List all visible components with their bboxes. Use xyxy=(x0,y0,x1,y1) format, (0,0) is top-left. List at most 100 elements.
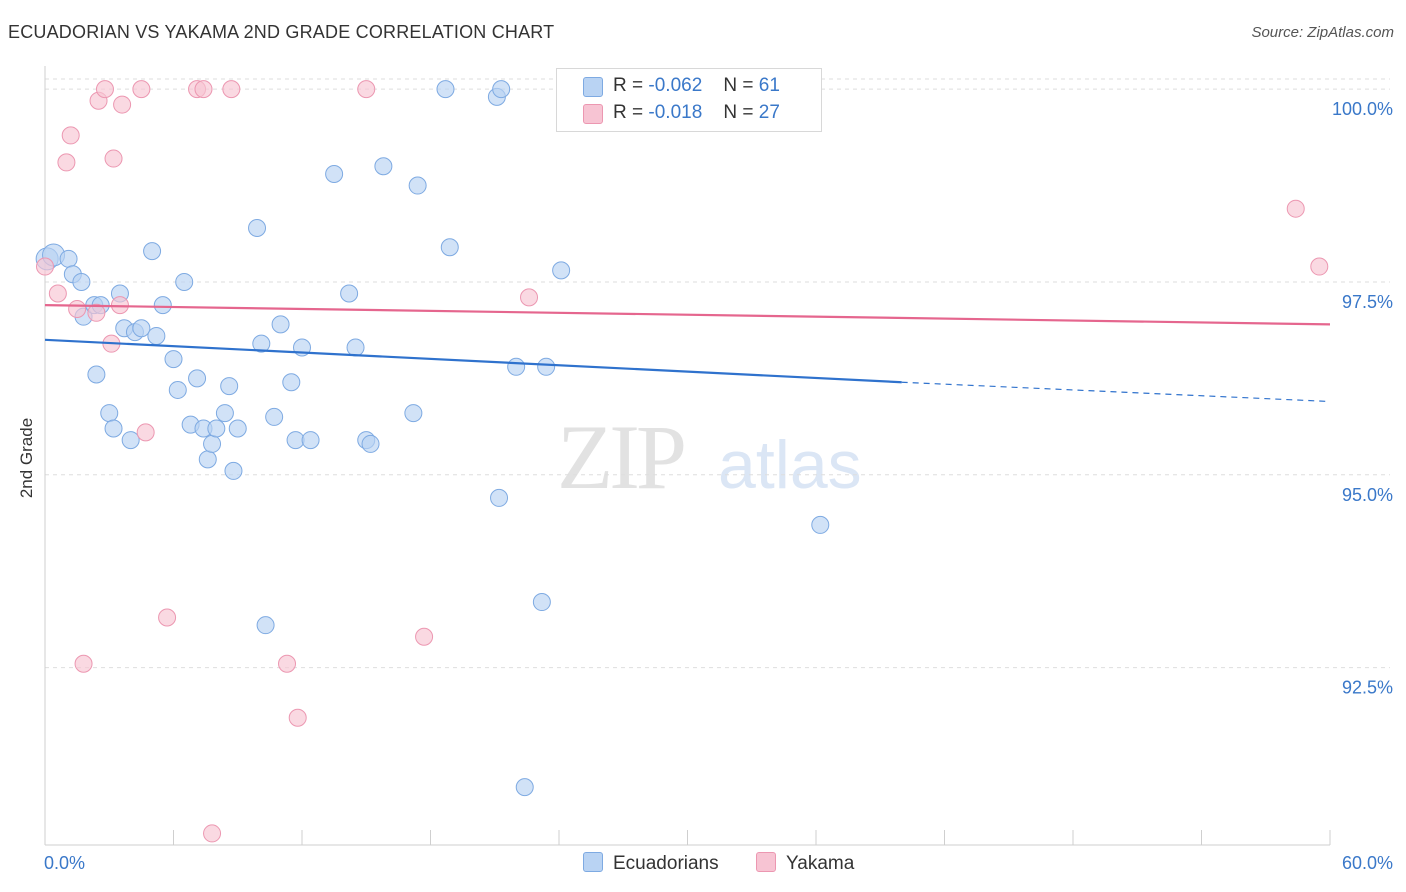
bottom-legend-ecuadorians: Ecuadorians xyxy=(583,852,719,875)
ecuadorian-point xyxy=(143,242,162,261)
yakama-point xyxy=(104,149,123,168)
series-yakama xyxy=(36,80,1329,843)
yakama-point xyxy=(520,288,539,307)
yakama-point xyxy=(68,299,87,318)
ecuadorian-point xyxy=(228,419,247,438)
ecuadorian-point xyxy=(436,80,455,99)
trend-line-ecuadorians xyxy=(44,338,902,384)
ecuadorian-point xyxy=(256,616,275,635)
ecuadorian-point xyxy=(147,326,166,345)
chart-title: ECUADORIAN VS YAKAMA 2ND GRADE CORRELATI… xyxy=(8,22,555,42)
legend-n-value: 61 xyxy=(758,75,780,96)
yakama-point xyxy=(132,80,151,99)
y-tick-label: 95.0% xyxy=(1342,485,1393,505)
ecuadorian-point xyxy=(265,407,284,426)
yakama-point xyxy=(203,824,222,843)
watermark: ZIP atlas xyxy=(557,406,862,508)
ecuadorian-point xyxy=(301,431,320,450)
ecuadorian-point xyxy=(515,778,534,797)
trend-line-yakama xyxy=(44,303,1331,326)
bottom-legend-yakama: Yakama xyxy=(756,852,854,875)
ecuadorian-point xyxy=(361,434,380,453)
ecuadorian-point xyxy=(507,357,526,376)
ecuadorian-point xyxy=(168,380,187,399)
y-tick-label: 100.0% xyxy=(1332,99,1393,119)
ecuadorian-point xyxy=(325,164,344,183)
x-tick-label: 60.0% xyxy=(1342,853,1393,873)
x-tick-label: 0.0% xyxy=(44,853,85,873)
yakama-point xyxy=(95,80,114,99)
ecuadorian-point xyxy=(198,450,217,469)
ecuadorian-point xyxy=(811,515,830,534)
ecuadorian-point xyxy=(490,488,509,507)
ecuadorian-point xyxy=(215,404,234,423)
ecuadorian-point xyxy=(104,419,123,438)
ecuadorian-point xyxy=(346,338,365,357)
yakama-point xyxy=(278,654,297,673)
yakama-point xyxy=(357,80,376,99)
legend-r-value: -0.062 xyxy=(648,75,703,96)
ecuadorian-point xyxy=(286,431,305,450)
correlation-legend: R = -0.062 N = 61 R = -0.018 N = 27 xyxy=(556,68,822,132)
yakama-point xyxy=(61,126,80,145)
yakama-point xyxy=(288,708,307,727)
ecuadorian-point xyxy=(408,176,427,195)
watermark-atlas: atlas xyxy=(718,427,862,503)
ecuadorian-point xyxy=(271,315,290,334)
yakama-point xyxy=(48,284,67,303)
ecuadorian-point xyxy=(532,593,551,612)
yakama-point xyxy=(415,627,434,646)
legend-r-label: R = xyxy=(613,75,644,96)
yakama-point xyxy=(136,423,155,442)
ecuadorian-point xyxy=(224,461,243,480)
axes xyxy=(44,66,1331,846)
watermark-zip: ZIP xyxy=(557,406,684,508)
ecuadorian-point xyxy=(87,365,106,384)
legend-n-label: N = xyxy=(723,102,754,123)
legend-swatch-ecuadorians xyxy=(583,77,603,97)
legend-r-value: -0.018 xyxy=(648,102,703,123)
ecuadorian-point xyxy=(252,334,271,353)
bottom-legend-swatch-yakama xyxy=(756,852,776,872)
yakama-point xyxy=(113,95,132,114)
bottom-legend-label-yakama: Yakama xyxy=(786,853,855,874)
ecuadorian-point xyxy=(220,377,239,396)
ecuadorian-point xyxy=(374,157,393,176)
source-label: Source: ZipAtlas.com xyxy=(1251,24,1394,41)
ecuadorian-point xyxy=(164,350,183,369)
ecuadorian-point xyxy=(404,404,423,423)
yakama-point xyxy=(222,80,241,99)
bottom-legend-label-ecuadorians: Ecuadorians xyxy=(613,853,719,874)
ecuadorian-point xyxy=(121,431,140,450)
ecuadorian-point xyxy=(440,238,459,257)
yakama-point xyxy=(1286,199,1305,218)
yakama-point xyxy=(36,257,54,276)
legend-n-label: N = xyxy=(723,75,754,96)
ecuadorian-point xyxy=(153,296,172,315)
yakama-point xyxy=(87,303,106,322)
ecuadorian-point xyxy=(537,357,556,376)
ecuadorian-point xyxy=(132,319,151,338)
ecuadorian-point xyxy=(340,284,359,303)
ecuadorian-point xyxy=(188,369,207,388)
ecuadorian-point xyxy=(72,272,91,291)
ecuadorian-point xyxy=(552,261,571,280)
ecuadorian-point xyxy=(100,404,119,423)
ecuadorian-point xyxy=(175,272,194,291)
trend-line-ecuadorians-extension xyxy=(901,381,1331,403)
yakama-point xyxy=(158,608,177,627)
yakama-point xyxy=(57,153,76,172)
ecuadorian-point xyxy=(282,373,301,392)
ecuadorian-point xyxy=(59,249,78,268)
legend-swatch-yakama xyxy=(583,104,603,124)
series-ecuadorians xyxy=(35,80,830,797)
legend-n-value: 27 xyxy=(758,102,780,123)
yakama-point xyxy=(194,80,213,99)
y-tick-label: 97.5% xyxy=(1342,292,1393,312)
y-tick-label: 92.5% xyxy=(1342,678,1393,698)
ecuadorian-point xyxy=(207,419,226,438)
yakama-point xyxy=(74,654,93,673)
ecuadorian-point xyxy=(248,218,267,237)
trend-lines xyxy=(44,303,1331,403)
